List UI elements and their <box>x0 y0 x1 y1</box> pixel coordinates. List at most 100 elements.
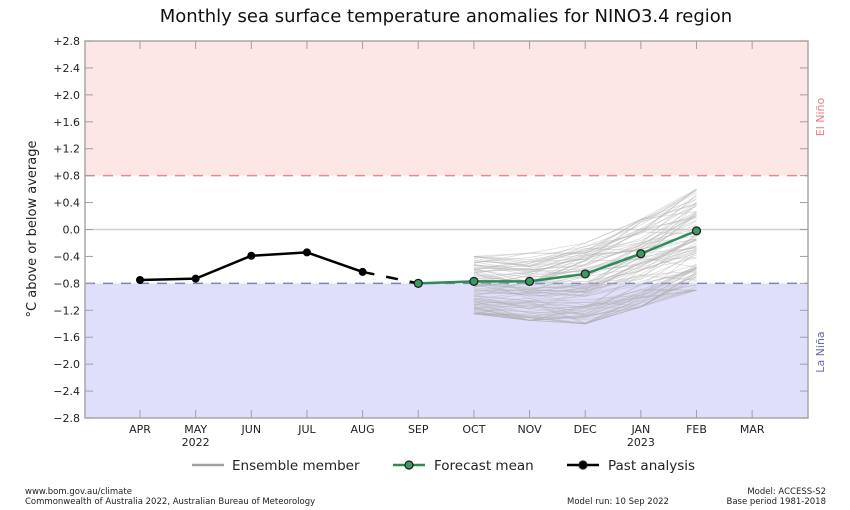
legend-label: Forecast mean <box>434 458 534 474</box>
ensemble-member-line <box>473 217 697 267</box>
ensemble-member-line <box>473 257 697 289</box>
x-tick-label: JAN <box>630 423 650 436</box>
ensemble-member-line <box>473 239 697 283</box>
ensemble-member-line <box>473 267 697 308</box>
footer-url: www.bom.gov.au/climate <box>25 487 132 497</box>
forecast-mean-point <box>413 278 423 288</box>
ensemble-member-line <box>473 239 697 297</box>
ensemble-member-line <box>473 246 697 296</box>
ensemble-member-line <box>473 206 697 271</box>
y-tick-label: −1.6 <box>53 331 80 344</box>
y-tick-label: +0.4 <box>53 197 80 210</box>
ensemble-member-line <box>473 203 697 273</box>
ensemble-member-line <box>473 268 697 319</box>
legend-marker <box>578 460 588 470</box>
y-tick-label: −0.4 <box>53 250 80 263</box>
ensemble-member-line <box>473 288 697 315</box>
ensemble-member-line <box>473 249 697 295</box>
legend-label: Past analysis <box>608 458 695 474</box>
ensemble-member-line <box>473 249 697 298</box>
ensemble-member-line <box>473 273 697 325</box>
forecast-mean-line <box>418 229 697 285</box>
ensemble-member-line <box>473 251 697 297</box>
ensemble-member-line <box>473 271 697 321</box>
ensemble-member-line <box>473 267 697 306</box>
ensemble-member-line <box>473 190 697 261</box>
ensemble-member-line <box>473 280 697 325</box>
ensemble-member-line <box>473 216 697 292</box>
ensemble-member-line <box>473 201 697 277</box>
ensemble-member-line <box>473 270 697 293</box>
ensemble-member-line <box>473 257 697 297</box>
el-nino-label: El Niño <box>814 97 827 136</box>
footer-base-period: Base period 1981-2018 <box>726 497 826 507</box>
legend: Ensemble member Forecast mean Past analysi… <box>192 458 695 474</box>
ensemble-member-line <box>473 215 697 271</box>
x-tick-label: JUL <box>297 423 316 436</box>
ensemble-member-line <box>473 188 697 263</box>
y-tick-label: +1.2 <box>53 143 80 156</box>
ensemble-member-line <box>473 286 697 325</box>
x-tick-label: JUN <box>241 423 262 436</box>
ensemble-member-line <box>473 194 697 272</box>
ensemble-member-line <box>473 257 697 312</box>
y-tick-label: −2.8 <box>53 412 80 425</box>
ensemble-member-line <box>473 289 697 319</box>
y-tick-label: −1.2 <box>53 304 80 317</box>
ensemble-member-line <box>473 247 697 294</box>
x-tick-label: SEP <box>408 423 429 436</box>
ensemble-member-line <box>473 211 697 264</box>
legend-label: Ensemble member <box>232 458 360 474</box>
ensemble-member-line <box>473 211 697 266</box>
axes: +2.8 +2.4 +2.0 +1.6 +1.2 +0.8 +0.4 0.0 −0.4 −0.8 −… <box>53 35 809 449</box>
x-tick-label: DEC <box>574 423 597 436</box>
ensemble-member-line <box>473 284 697 316</box>
x-tick-label: MAY <box>184 423 207 436</box>
x-tick-label: APR <box>129 423 151 436</box>
footer-credits: www.bom.gov.au/climate Commonwealth of A… <box>25 487 315 507</box>
ensemble-member-line <box>473 289 697 307</box>
ensemble-member-line <box>473 192 697 272</box>
ensemble-member-line <box>473 250 697 300</box>
nino34-chart: Monthly sea surface temperature anomalie… <box>25 6 827 474</box>
ensemble-member-line <box>473 267 697 317</box>
x-tick-label: NOV <box>517 423 542 436</box>
ensemble-member-line <box>473 198 697 267</box>
ensemble-members <box>473 188 697 325</box>
ensemble-member-line <box>473 265 697 315</box>
past-to-forecast-bridge <box>362 270 419 285</box>
past-analysis-point <box>302 248 311 257</box>
x-tick-label: MAR <box>740 423 765 436</box>
ensemble-member-line <box>473 276 697 319</box>
ensemble-member-line <box>473 220 697 274</box>
ensemble-member-line <box>473 199 697 263</box>
x-tick-label: OCT <box>462 423 485 436</box>
ensemble-member-line <box>473 196 697 257</box>
ensemble-member-line <box>473 254 697 309</box>
x-year-label: 2023 <box>627 436 655 449</box>
ensemble-member-line <box>473 244 697 295</box>
ensemble-member-line <box>473 267 697 317</box>
ensemble-member-line <box>473 289 697 315</box>
ensemble-member-line <box>473 271 697 325</box>
ensemble-member-line <box>473 263 697 315</box>
series-lines <box>136 226 702 288</box>
past-analysis-point <box>191 274 200 283</box>
forecast-mean-point <box>524 276 535 286</box>
ensemble-member-line <box>473 289 697 325</box>
x-year-label: 2022 <box>182 436 210 449</box>
ensemble-member-line <box>473 289 697 321</box>
x-tick-label: FEB <box>686 423 707 436</box>
ensemble-member-line <box>473 277 697 324</box>
la-nina-region <box>85 283 808 418</box>
ensemble-member-line <box>473 289 697 321</box>
ensemble-member-line <box>473 236 697 290</box>
el-nino-region <box>85 41 808 176</box>
ensemble-member-line <box>473 271 697 315</box>
past-analysis-point <box>136 275 144 284</box>
y-tick-label: −2.0 <box>53 358 80 371</box>
ensemble-member-line <box>473 269 697 310</box>
ensemble-member-line <box>473 215 697 280</box>
ensemble-member-line <box>473 213 697 290</box>
y-tick-label: +2.8 <box>53 35 80 48</box>
